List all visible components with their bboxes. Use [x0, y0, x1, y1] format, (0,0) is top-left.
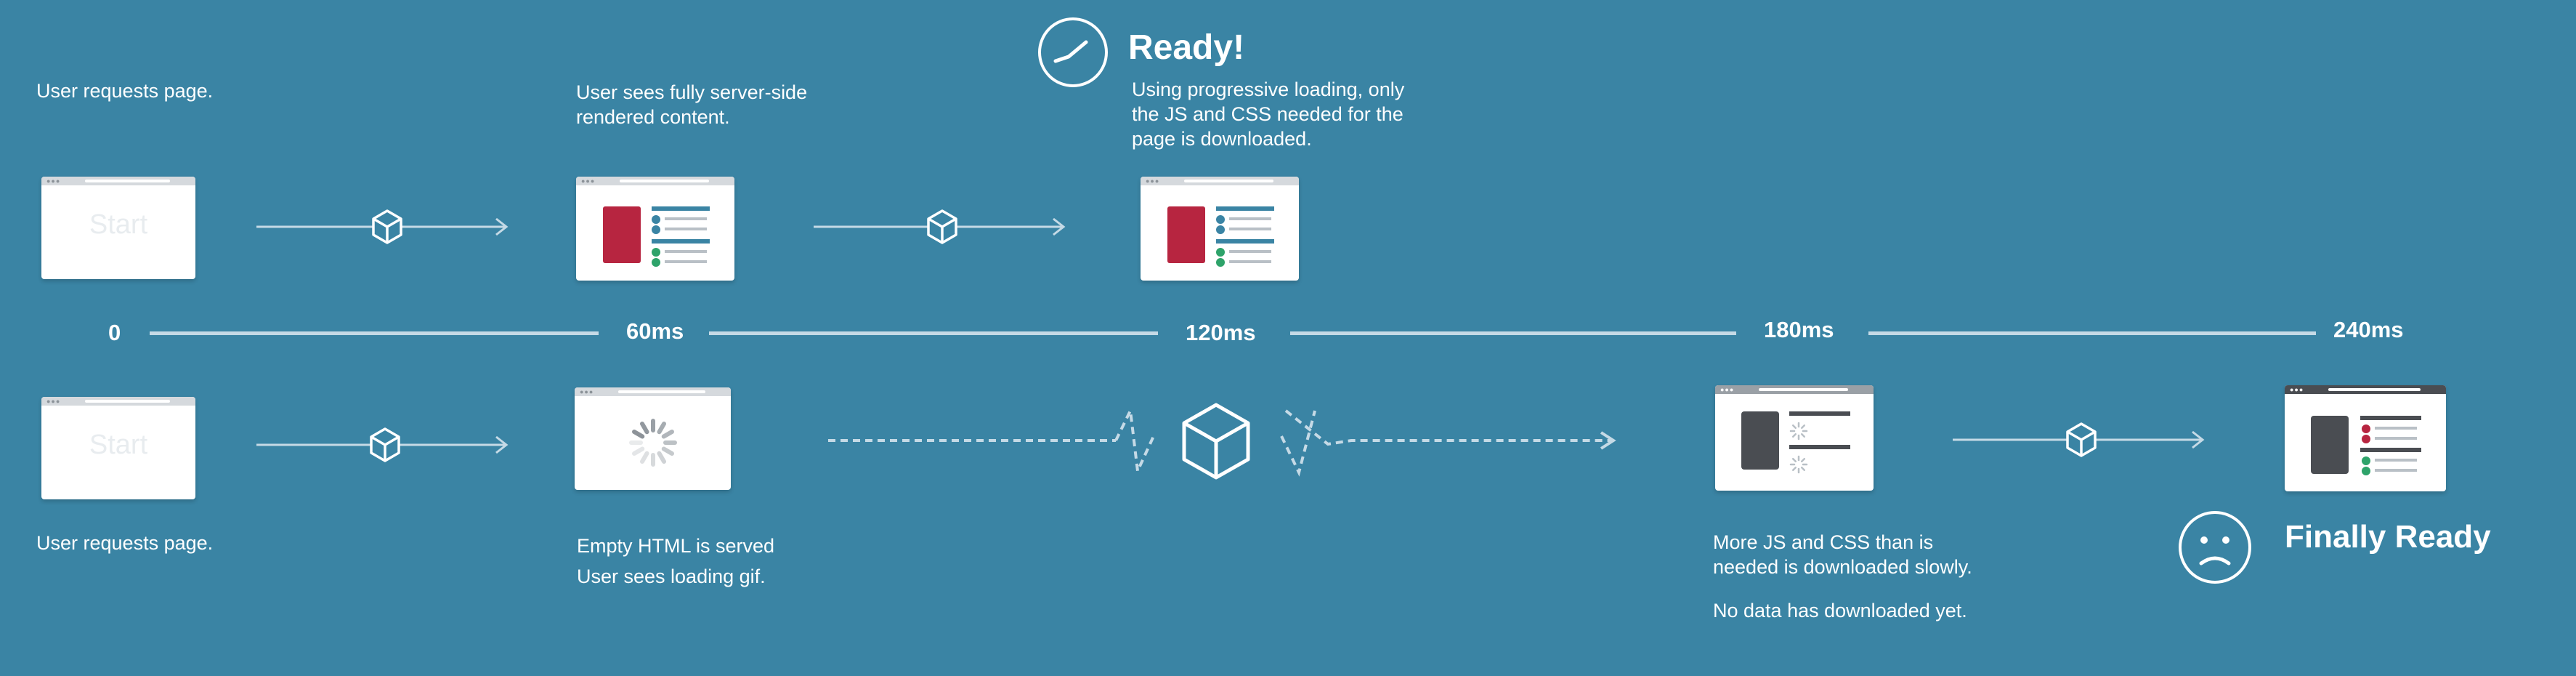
top-arrow-1	[256, 209, 509, 244]
content-image-block	[2311, 416, 2349, 474]
bottom-slow-browser: ●●●	[1715, 385, 1874, 491]
top-ready-browser: ●●●	[1141, 177, 1299, 281]
cube-icon	[372, 209, 402, 244]
timeline-segment	[709, 331, 1158, 335]
browser-titlebar: ●●●	[1141, 177, 1299, 185]
bottom-start-browser: ●●● Start	[41, 397, 195, 499]
start-label: Start	[89, 430, 148, 460]
cube-icon	[2066, 422, 2097, 457]
content-heading-line	[652, 206, 710, 211]
browser-titlebar: ●●●	[41, 177, 195, 185]
content-heading-line	[2360, 448, 2421, 452]
top-start-browser: ●●● Start	[41, 177, 195, 279]
content-dot	[1216, 258, 1225, 267]
content-image-block	[603, 206, 641, 263]
ready-title: Ready!	[1128, 28, 1245, 67]
loading-spinner-icon	[629, 419, 677, 467]
timeline-tick-60ms: 60ms	[626, 318, 684, 344]
content-line	[665, 250, 707, 253]
content-dot	[652, 215, 660, 224]
content-dot	[652, 225, 660, 234]
content-dot	[2362, 456, 2370, 465]
browser-titlebar: ●●●	[41, 397, 195, 406]
content-dot	[1216, 248, 1225, 257]
timeline-tick-180ms: 180ms	[1764, 317, 1834, 342]
content-heading-line	[1216, 206, 1274, 211]
bottom-step3-caption: More JS and CSS than is needed is downlo…	[1713, 531, 1972, 621]
content-line	[2375, 427, 2417, 430]
cube-icon	[370, 427, 400, 462]
sad-face-icon	[2179, 511, 2251, 584]
browser-titlebar: ●●●	[575, 387, 731, 396]
content-line	[1229, 228, 1271, 230]
browser-titlebar: ●●●	[576, 177, 734, 185]
content-heading-line	[2360, 416, 2421, 420]
finally-ready-title: Finally Ready	[2285, 519, 2491, 555]
content-heading-line	[1216, 239, 1274, 244]
bottom-arrow-1	[256, 427, 509, 462]
content-line	[1229, 260, 1271, 263]
ready-caption: Using progressive loading, only the JS a…	[1132, 79, 1405, 150]
bottom-step1-caption: User requests page.	[36, 532, 214, 554]
content-dot	[1216, 225, 1225, 234]
cube-icon	[1182, 403, 1250, 480]
content-image-block	[1741, 411, 1779, 470]
content-line	[2375, 459, 2417, 462]
bottom-step2-caption: Empty HTML is served User sees loading g…	[577, 535, 775, 587]
bottom-loading-browser: ●●●	[575, 387, 731, 490]
timeline-tick-120ms: 120ms	[1186, 320, 1256, 345]
top-arrow-2	[814, 209, 1066, 244]
content-line	[1229, 217, 1271, 220]
content-dot	[652, 258, 660, 267]
content-heading-line	[1789, 445, 1850, 449]
content-line	[665, 217, 707, 220]
content-dot	[2362, 435, 2370, 443]
content-image-block	[1167, 206, 1205, 263]
start-label: Start	[89, 209, 148, 240]
timeline-segment	[1868, 331, 2316, 335]
content-dot	[2362, 467, 2370, 475]
timeline-tick-0: 0	[108, 320, 121, 345]
bottom-arrow-2	[1953, 422, 2205, 457]
timeline-tick-240ms: 240ms	[2333, 317, 2404, 342]
top-rendered-browser: ●●●	[576, 177, 734, 281]
bottom-final-browser: ●●●	[2285, 385, 2446, 491]
content-dot	[652, 248, 660, 257]
content-line	[665, 228, 707, 230]
content-heading-line	[652, 239, 710, 244]
browser-titlebar: ●●●	[2285, 385, 2446, 394]
content-line	[2375, 469, 2417, 472]
check-circle-icon	[1038, 17, 1108, 87]
top-step2-caption: User sees fully server-side rendered con…	[576, 81, 808, 128]
content-line	[2375, 437, 2417, 440]
content-line	[665, 260, 707, 263]
timeline-segment	[1290, 331, 1736, 335]
bottom-slow-download-arrow	[828, 403, 1616, 480]
timeline-segment	[150, 331, 599, 335]
top-step1-caption: User requests page.	[36, 80, 214, 102]
loading-spinner-icon	[1789, 455, 1808, 474]
content-heading-line	[1789, 411, 1850, 416]
loading-spinner-icon	[1789, 422, 1808, 440]
content-dot	[1216, 215, 1225, 224]
cube-icon	[927, 209, 957, 244]
content-line	[1229, 250, 1271, 253]
content-dot	[2362, 424, 2370, 433]
browser-titlebar: ●●●	[1715, 385, 1874, 394]
